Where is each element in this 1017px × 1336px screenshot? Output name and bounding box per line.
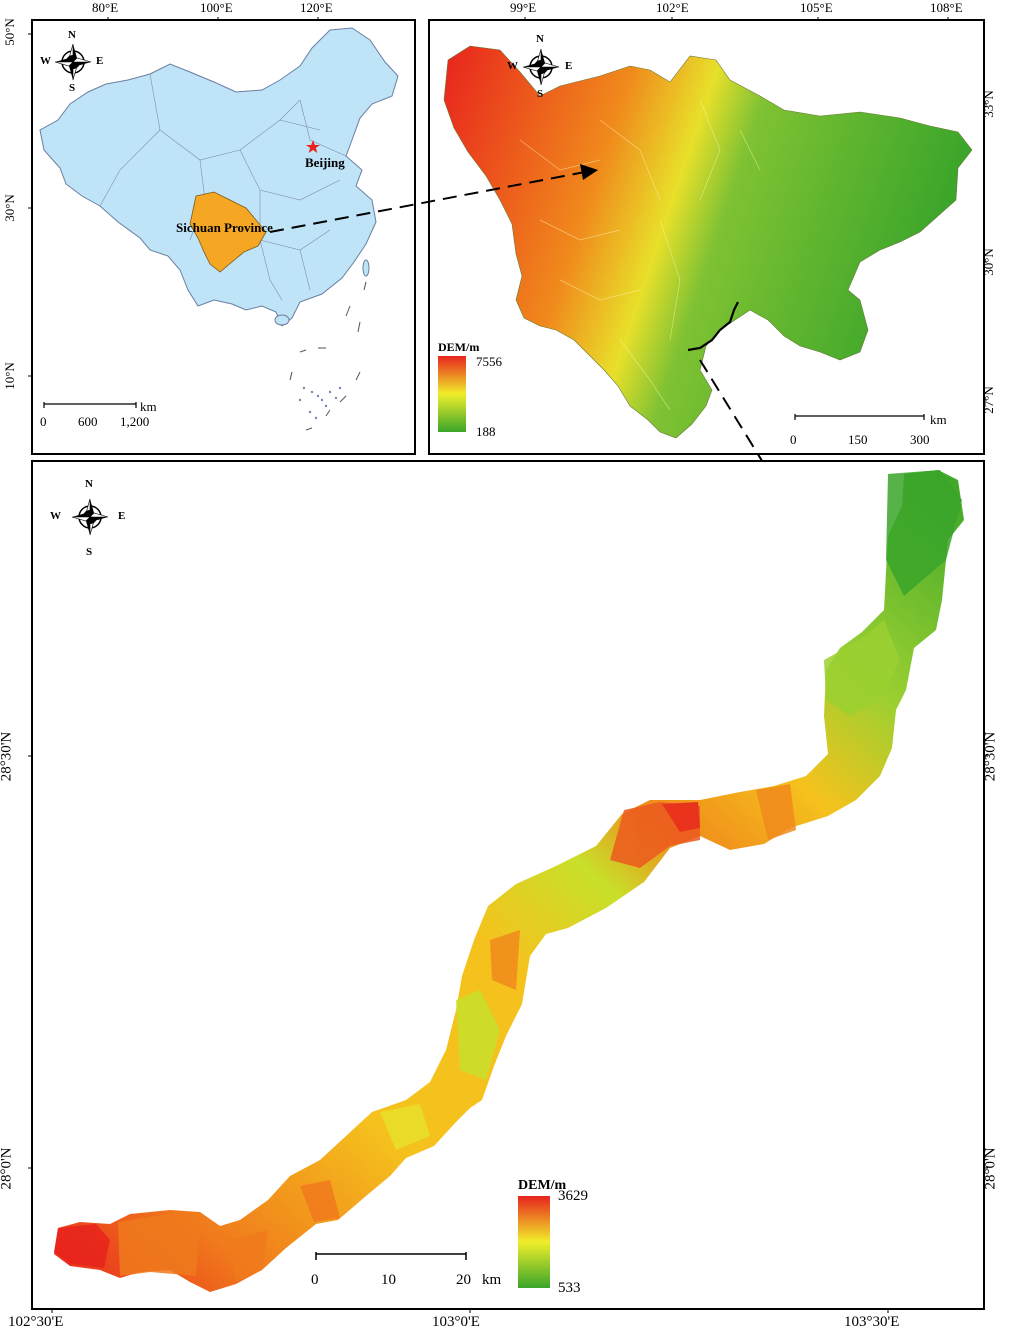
sichuan-compass-n: N [536, 33, 544, 45]
sichuan-top-tick-3: 105°E [800, 0, 833, 15]
main-legend-min: 533 [558, 1280, 581, 1296]
china-scale-unit: km [140, 399, 157, 414]
sichuan-top-tick-4: 108°E [930, 0, 963, 15]
sichuan-dem-region [443, 45, 973, 439]
sichuan-compass-icon [522, 48, 560, 86]
main-scale-bar [315, 1252, 467, 1260]
china-scale-bar [43, 402, 137, 408]
sichuan-top-tick-1: 99°E [510, 0, 537, 15]
sichuan-scale-unit: km [930, 412, 947, 427]
china-outline [39, 27, 399, 327]
china-compass-e: E [96, 55, 104, 67]
study-area-main-map [31, 460, 985, 1310]
china-scale-1200: 1,200 [120, 414, 150, 429]
study-corridor-region [54, 470, 964, 1292]
china-top-tick-1: 80°E [92, 0, 119, 15]
sichuan-region [189, 191, 267, 273]
sichuan-legend-max: 7556 [476, 354, 502, 369]
main-compass-e: E [118, 510, 126, 522]
sichuan-legend-min: 188 [476, 424, 496, 439]
main-compass-icon [71, 498, 109, 536]
arrow-head-1 [580, 164, 598, 180]
main-bottom-tick-3: 103°30'E [844, 1314, 900, 1330]
china-compass-n: N [68, 29, 76, 41]
sichuan-scale-bar [794, 414, 925, 420]
sichuan-compass-s: S [537, 88, 544, 100]
main-scale-10: 10 [381, 1272, 396, 1288]
main-compass-s: S [86, 546, 93, 558]
main-scale-unit: km [482, 1272, 502, 1288]
sichuan-province-label: Sichuan Province [176, 220, 273, 235]
china-top-tick-3: 120°E [300, 0, 333, 15]
study-area-line [687, 301, 739, 352]
main-scale-0: 0 [311, 1272, 319, 1288]
main-compass-w: W [50, 510, 61, 522]
sichuan-scale-0: 0 [790, 432, 797, 447]
sichuan-scale-150: 150 [848, 432, 868, 447]
main-bottom-tick-1: 102°30'E [8, 1314, 64, 1330]
beijing-label: Beijing [305, 155, 345, 170]
sichuan-scale-300: 300 [910, 432, 930, 447]
beijing-star-icon [306, 140, 320, 153]
china-scale-600: 600 [78, 414, 98, 429]
china-scale-0: 0 [40, 414, 47, 429]
sichuan-legend-colorbar [438, 356, 466, 432]
main-legend-colorbar [518, 1196, 550, 1288]
main-legend-max: 3629 [558, 1188, 588, 1204]
main-compass-n: N [85, 478, 93, 490]
sichuan-top-tick-2: 102°E [656, 0, 689, 15]
china-compass-icon [54, 43, 92, 81]
china-top-tick-2: 100°E [200, 0, 233, 15]
sichuan-compass-e: E [565, 60, 573, 72]
china-compass-w: W [40, 55, 51, 67]
main-scale-20: 20 [456, 1272, 471, 1288]
main-legend-title: DEM/m [518, 1178, 567, 1193]
china-compass-s: S [69, 82, 76, 94]
main-bottom-tick-2: 103°0'E [432, 1314, 480, 1330]
sichuan-legend-title: DEM/m [438, 340, 480, 354]
sichuan-compass-w: W [507, 60, 518, 72]
